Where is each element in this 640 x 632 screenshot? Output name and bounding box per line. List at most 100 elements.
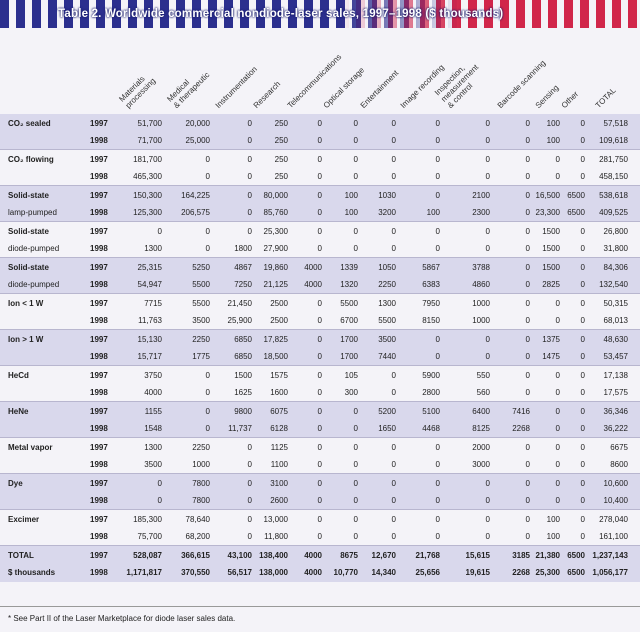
table-cell: 0	[157, 496, 162, 505]
table-cell: 7950	[422, 299, 440, 308]
table-cell: 0	[247, 155, 252, 164]
table-cell: 8150	[422, 316, 440, 325]
table-cell: 0	[391, 136, 396, 145]
table-cell: 2825	[542, 280, 560, 289]
table-cell: 11,737	[228, 424, 252, 433]
row-year: 1997	[90, 227, 108, 236]
table-cell: 4000	[144, 388, 162, 397]
table-cell: 0	[580, 388, 585, 397]
table-cell: 0	[205, 407, 210, 416]
table-cell: 84,306	[603, 263, 628, 272]
row-label: lamp-pumped	[8, 208, 57, 217]
table-cell: 0	[555, 407, 560, 416]
row-year: 1998	[90, 424, 108, 433]
table-cell: 1700	[340, 335, 358, 344]
table-cell: 0	[317, 424, 322, 433]
table-cell: 0	[391, 515, 396, 524]
table-cell: 0	[247, 208, 252, 217]
table-cell: 550	[476, 371, 490, 380]
table-cell: 0	[485, 496, 490, 505]
table-cell: 4000	[304, 263, 322, 272]
table-cell: 0	[353, 532, 358, 541]
table-cell: 0	[525, 460, 530, 469]
table-cell: 206,575	[181, 208, 210, 217]
row-year: 1997	[90, 443, 108, 452]
table-cell: 0	[525, 496, 530, 505]
table-cell: 0	[580, 119, 585, 128]
table-cell: 0	[435, 460, 440, 469]
table-cell: 1,171,817	[126, 568, 162, 577]
table-cell: 0	[580, 299, 585, 308]
table-row: HeCd 1997 3750 0 1500 1575 0 105 0 5900 550 0 0 0 17,1…	[0, 367, 640, 384]
table-cell: 560	[476, 388, 490, 397]
table-cell: 0	[580, 136, 585, 145]
table-cell: 0	[317, 335, 322, 344]
row-divider	[0, 473, 640, 474]
table-cell: 6850	[234, 352, 252, 361]
table-cell: 0	[435, 515, 440, 524]
table-cell: 0	[485, 172, 490, 181]
table-cell: 1475	[542, 352, 560, 361]
table-cell: 6675	[610, 443, 628, 452]
header-stripes-red	[340, 0, 640, 28]
table-cell: 0	[247, 227, 252, 236]
table-cell: 0	[353, 155, 358, 164]
row-year: 1998	[90, 280, 108, 289]
table-cell: 0	[317, 371, 322, 380]
table-cell: 0	[525, 515, 530, 524]
table-cell: 0	[353, 407, 358, 416]
table-cell: 0	[580, 407, 585, 416]
table-cell: 9800	[234, 407, 252, 416]
table-cell: 5500	[378, 316, 396, 325]
column-headers: Materials processing Medical & therapeuti…	[0, 28, 640, 114]
table-cell: 2300	[472, 208, 490, 217]
table-cell: 1339	[340, 263, 358, 272]
table-cell: 31,800	[603, 244, 628, 253]
row-label: Metal vapor	[8, 443, 53, 452]
table-cell: 15,130	[137, 335, 162, 344]
table-row: 1998 75,700 68,200 0 11,800 0 0 0 0 0 0 100 0 161,100	[0, 528, 640, 545]
table-cell: 5900	[422, 371, 440, 380]
table-cell: 0	[317, 532, 322, 541]
table-cell: 7250	[234, 280, 252, 289]
table-cell: 25,315	[137, 263, 162, 272]
table-cell: 0	[205, 371, 210, 380]
table-cell: 0	[485, 155, 490, 164]
row-group: Solid-state 1997 150,300 164,225 0 80,000 0 100…	[0, 186, 640, 222]
table-cell: 0	[525, 479, 530, 488]
table-cell: 5867	[422, 263, 440, 272]
table-cell: 25,300	[263, 227, 288, 236]
table-cell: 0	[525, 280, 530, 289]
table-cell: 0	[391, 388, 396, 397]
table-cell: 0	[247, 496, 252, 505]
table-cell: 3788	[472, 263, 490, 272]
table-cell: 14,340	[371, 568, 396, 577]
table-cell: 0	[317, 227, 322, 236]
table-cell: 278,040	[599, 515, 628, 524]
table-cell: 1500	[542, 244, 560, 253]
totals-group: TOTAL 1997 528,087 366,615 43,100 138,400 4000…	[0, 546, 640, 582]
table-cell: 0	[247, 460, 252, 469]
table-cell: 0	[391, 443, 396, 452]
table-row: 1998 3500 1000 0 1100 0 0 0 0 3000 0 0 0 8600	[0, 456, 640, 473]
table-cell: 0	[525, 352, 530, 361]
table-cell: 68,200	[185, 532, 210, 541]
table-cell: 0	[317, 352, 322, 361]
table-cell: 3750	[144, 371, 162, 380]
row-year: 1998	[90, 244, 108, 253]
table-cell: 6500	[567, 191, 585, 200]
table-cell: 1575	[270, 371, 288, 380]
table-cell: 0	[317, 443, 322, 452]
table-cell: 0	[317, 155, 322, 164]
table-cell: 0	[205, 155, 210, 164]
row-group: Ion > 1 W 1997 15,130 2250 6850 17,825 0 1700 35…	[0, 330, 640, 366]
table-cell: 7416	[512, 407, 530, 416]
table-cell: 36,222	[603, 424, 628, 433]
row-year: 1998	[90, 352, 108, 361]
table-cell: 0	[580, 155, 585, 164]
table-row: lamp-pumped 1998 125,300 206,575 0 85,760 0 100…	[0, 204, 640, 221]
table-cell: 0	[525, 263, 530, 272]
table-cell: 0	[525, 172, 530, 181]
table-cell: 25,900	[227, 316, 252, 325]
row-label: Excimer	[8, 515, 40, 524]
